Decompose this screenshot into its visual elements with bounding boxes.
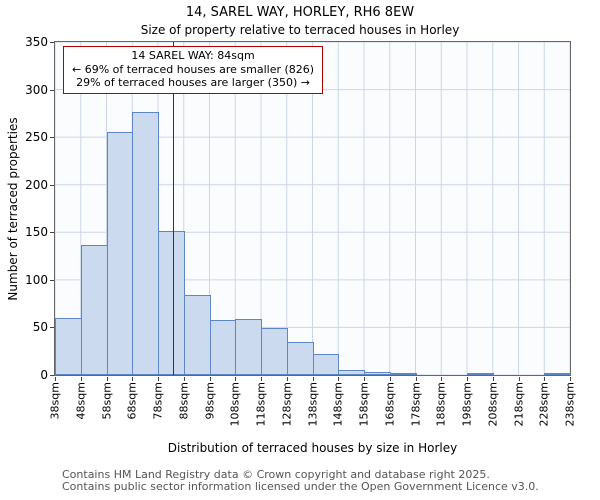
x-tick-mark — [158, 377, 159, 381]
y-tick-mark — [50, 327, 54, 329]
x-tick-mark — [570, 377, 571, 381]
x-tick-label: 188sqm — [434, 382, 448, 427]
x-tick-label: 108sqm — [228, 382, 242, 427]
x-tick-label: 198sqm — [460, 382, 474, 427]
x-tick-mark — [415, 377, 417, 381]
y-tick-label: 350 — [25, 35, 48, 49]
marker-annotation: 14 SAREL WAY: 84sqm ← 69% of terraced ho… — [63, 46, 324, 94]
x-tick-mark — [235, 377, 237, 381]
x-tick-label: 78sqm — [151, 382, 165, 420]
attribution-line-2: Contains public sector information licen… — [62, 479, 539, 493]
x-tick-mark — [132, 377, 134, 381]
bar-138sqm-to-148sqm — [312, 354, 340, 375]
property-size-marker-line — [172, 42, 175, 375]
x-tick-label: 208sqm — [486, 382, 500, 427]
x-tick-mark — [492, 377, 494, 381]
annotation-line-2: ← 69% of terraced houses are smaller (82… — [72, 62, 315, 76]
x-tick-label: 68sqm — [125, 382, 139, 420]
x-tick-mark — [544, 377, 546, 381]
x-tick-mark — [389, 377, 391, 381]
y-tick-mark — [50, 184, 54, 186]
x-tick-mark — [364, 377, 365, 381]
x-tick-mark — [441, 377, 443, 381]
y-tick-mark — [50, 279, 54, 281]
y-tick-mark — [50, 42, 54, 43]
x-tick-mark — [312, 377, 314, 381]
x-tick-label: 58sqm — [100, 382, 113, 420]
y-tick-label: 250 — [25, 130, 48, 145]
x-tick-label: 138sqm — [306, 382, 319, 427]
x-tick-mark — [80, 377, 82, 381]
x-tick-mark — [55, 377, 56, 381]
bar-38sqm-to-48sqm — [55, 317, 82, 375]
annotation-line-1: 14 SAREL WAY: 84sqm — [131, 49, 255, 62]
x-tick-label: 128sqm — [280, 382, 294, 427]
x-tick-mark — [286, 377, 288, 381]
y-tick-mark — [50, 137, 54, 139]
x-tick-label: 178sqm — [409, 382, 422, 427]
annotation-line-3: 29% of terraced houses are larger (350) … — [76, 76, 310, 89]
y-tick-label: 200 — [25, 177, 48, 192]
bar-98sqm-to-108sqm — [209, 319, 237, 375]
bar-68sqm-to-78sqm — [132, 112, 159, 375]
bar-158sqm-to-168sqm — [364, 372, 391, 375]
x-axis-label: Distribution of terraced houses by size … — [167, 441, 458, 455]
y-tick-mark — [50, 89, 54, 91]
bar-228sqm-to-238sqm — [544, 373, 571, 375]
y-tick-label: 300 — [25, 82, 48, 97]
x-tick-label: 38sqm — [48, 382, 62, 420]
y-tick-mark — [50, 375, 54, 376]
bar-78sqm-to-88sqm — [158, 231, 185, 375]
x-tick-label: 228sqm — [537, 382, 551, 427]
bar-48sqm-to-58sqm — [80, 244, 108, 375]
x-tick-mark — [183, 377, 185, 381]
x-tick-mark — [518, 377, 520, 381]
bar-168sqm-to-178sqm — [389, 373, 417, 375]
x-tick-mark — [209, 377, 211, 381]
attribution-line-1: Contains HM Land Registry data © Crown c… — [62, 468, 490, 481]
attribution: Contains HM Land Registry data © Crown c… — [62, 469, 539, 492]
x-tick-mark — [467, 377, 468, 381]
x-tick-mark — [261, 377, 262, 381]
bar-148sqm-to-158sqm — [338, 370, 365, 375]
y-tick-label: 50 — [32, 320, 48, 335]
x-tick-label: 148sqm — [331, 382, 345, 427]
bar-128sqm-to-138sqm — [286, 341, 314, 375]
bar-118sqm-to-128sqm — [261, 328, 288, 375]
x-tick-mark — [338, 377, 340, 381]
x-tick-label: 48sqm — [74, 382, 88, 420]
x-tick-label: 98sqm — [203, 382, 216, 420]
x-tick-label: 218sqm — [512, 382, 525, 427]
x-tick-label: 168sqm — [383, 382, 397, 427]
y-tick-mark — [50, 232, 54, 234]
y-tick-label: 150 — [25, 225, 48, 240]
y-tick-label: 100 — [25, 272, 48, 287]
x-tick-mark — [106, 377, 108, 381]
x-tick-label: 88sqm — [177, 382, 191, 420]
x-tick-label: 158sqm — [357, 382, 371, 427]
bar-198sqm-to-208sqm — [467, 373, 494, 375]
bar-108sqm-to-118sqm — [235, 318, 262, 375]
chart-title: 14, SAREL WAY, HORLEY, RH6 8EW — [185, 5, 415, 20]
plot-area: 14 SAREL WAY: 84sqm ← 69% of terraced ho… — [54, 41, 571, 376]
bar-88sqm-to-98sqm — [183, 295, 211, 375]
x-tick-label: 118sqm — [254, 382, 268, 427]
x-tick-label: 238sqm — [563, 382, 577, 427]
bar-58sqm-to-68sqm — [106, 132, 134, 375]
y-tick-label: 0 — [40, 368, 48, 382]
chart-subtitle: Size of property relative to terraced ho… — [140, 23, 460, 37]
